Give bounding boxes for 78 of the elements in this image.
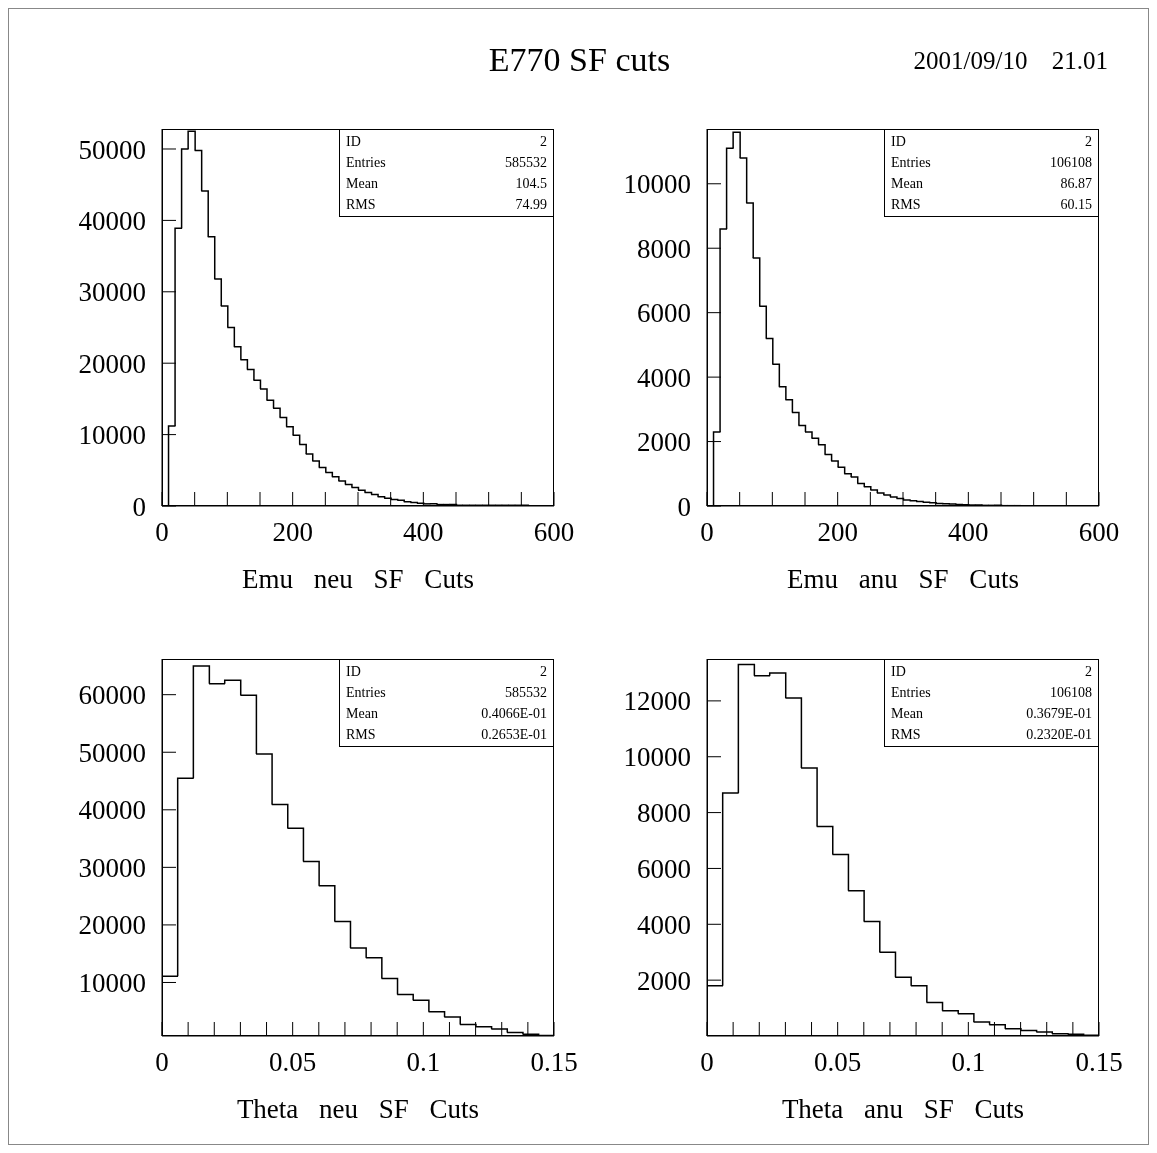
annotation: 60.15 <box>1060 196 1092 214</box>
annotation: Mean <box>346 705 378 723</box>
annotation: 585532 <box>505 684 547 702</box>
y-tick-label: 8000 <box>637 233 691 264</box>
x-axis-title: Theta neu SF Cuts <box>235 1094 481 1125</box>
annotation: RMS <box>346 726 376 744</box>
y-tick-label: 2000 <box>637 965 691 996</box>
x-tick-label: 400 <box>403 517 444 548</box>
x-tick-label: 0.1 <box>951 1047 986 1078</box>
y-tick-label: 10000 <box>623 169 691 200</box>
annotation: RMS <box>346 196 376 214</box>
x-axis-title: Theta anu SF Cuts <box>780 1094 1026 1125</box>
y-tick-label: 50000 <box>78 737 146 768</box>
y-tick-label: 0 <box>677 491 691 522</box>
chart-subtitle: 2001/09/10 21.01 <box>913 47 1108 75</box>
y-tick-label: 12000 <box>623 686 691 717</box>
x-tick-label: 0.1 <box>406 1047 441 1078</box>
y-tick-label: 20000 <box>78 910 146 941</box>
x-axis-title: Emu neu SF Cuts <box>241 564 475 595</box>
y-tick-label: 4000 <box>637 909 691 940</box>
y-tick-label: 10000 <box>78 968 146 999</box>
x-axis-title: Emu anu SF Cuts <box>786 564 1020 595</box>
annotation: 106108 <box>1050 154 1092 172</box>
annotation: Mean <box>346 175 378 193</box>
chart-title: E770 SF cuts <box>488 41 671 78</box>
annotation: Entries <box>891 154 931 172</box>
annotation: RMS <box>891 726 921 744</box>
x-tick-label: 0.05 <box>814 1047 862 1078</box>
y-tick-label: 4000 <box>637 362 691 393</box>
annotation: 0.2320E-01 <box>1026 726 1092 744</box>
annotation: 2 <box>540 663 547 681</box>
x-tick-label: 0.05 <box>269 1047 317 1078</box>
annotation: 106108 <box>1050 684 1092 702</box>
x-tick-label: 600 <box>1078 517 1120 548</box>
annotation: Entries <box>891 684 931 702</box>
x-tick-label: 0 <box>700 1047 714 1078</box>
x-tick-label: 0.15 <box>530 1047 578 1078</box>
y-tick-label: 30000 <box>78 852 146 883</box>
annotation: Mean <box>891 175 923 193</box>
y-tick-label: 30000 <box>78 277 146 308</box>
annotation: Mean <box>891 705 923 723</box>
y-tick-label: 50000 <box>78 134 146 165</box>
annotation: 86.87 <box>1060 175 1092 193</box>
annotation: ID <box>891 133 906 151</box>
x-tick-label: 0.15 <box>1075 1047 1123 1078</box>
y-tick-label: 10000 <box>78 420 146 451</box>
y-tick-label: 20000 <box>78 348 146 379</box>
annotation: Entries <box>346 154 386 172</box>
y-tick-label: 2000 <box>637 427 691 458</box>
x-tick-label: 400 <box>948 517 989 548</box>
x-tick-label: 200 <box>272 517 313 548</box>
annotation: Entries <box>346 684 386 702</box>
y-tick-label: 40000 <box>78 795 146 826</box>
y-tick-label: 40000 <box>78 205 146 236</box>
annotation: ID <box>346 663 361 681</box>
annotation: 104.5 <box>515 175 547 193</box>
y-tick-label: 6000 <box>637 854 691 885</box>
annotation: ID <box>346 133 361 151</box>
annotation: 0.3679E-01 <box>1026 705 1092 723</box>
annotation: 0.2653E-01 <box>481 726 547 744</box>
annotation: 2 <box>540 133 547 151</box>
y-tick-label: 60000 <box>78 680 146 711</box>
annotation: 585532 <box>505 154 547 172</box>
x-tick-label: 600 <box>533 517 575 548</box>
x-tick-label: 200 <box>817 517 858 548</box>
annotation: ID <box>891 663 906 681</box>
annotation: 74.99 <box>515 196 547 214</box>
annotation: 2 <box>1085 133 1092 151</box>
annotation: RMS <box>891 196 921 214</box>
y-tick-label: 6000 <box>637 298 691 329</box>
x-tick-label: 0 <box>155 517 169 548</box>
annotation: 0.4066E-01 <box>481 705 547 723</box>
y-tick-label: 10000 <box>623 742 691 773</box>
annotation: 2 <box>1085 663 1092 681</box>
x-tick-label: 0 <box>700 517 714 548</box>
y-tick-label: 0 <box>132 491 146 522</box>
y-tick-label: 8000 <box>637 798 691 829</box>
x-tick-label: 0 <box>155 1047 169 1078</box>
